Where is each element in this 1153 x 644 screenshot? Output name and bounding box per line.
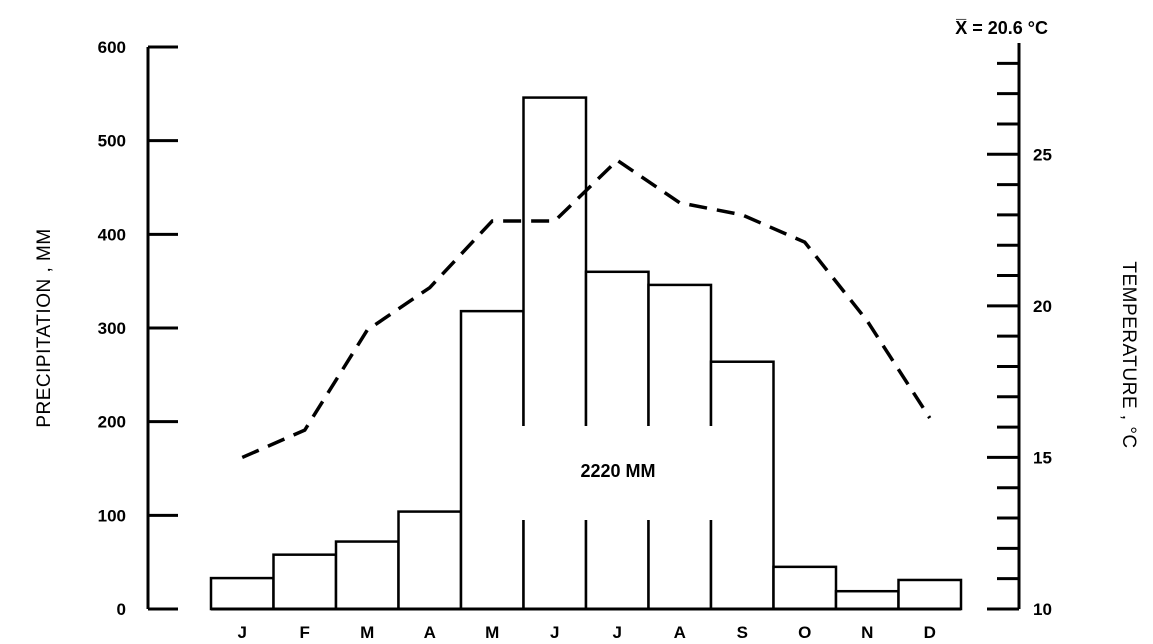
bar [584,270,650,611]
total-precipitation-annotation: 2220 MM [580,461,655,481]
x-tick-label: O [798,623,811,642]
bar [834,589,900,611]
y-axis-title: PRECIPITATION , MM [34,228,55,427]
x-tick-label: M [485,623,499,642]
bar [334,540,400,611]
x-tick-label: F [300,623,310,642]
gap-marks [521,426,714,520]
y2-tick-label: 20 [1033,297,1052,316]
y-tick-label: 500 [98,132,126,151]
bar [209,576,275,611]
y-tick-label: 300 [98,319,126,338]
left-axis: 0 100 200 300 400 500 600 [98,38,178,619]
bar [522,96,588,611]
y-tick-label: 0 [117,600,126,619]
x-tick-label: J [613,623,622,642]
x-tick-label: J [550,623,559,642]
bar [772,565,838,611]
bar [709,360,775,611]
temperature-dashed-line [241,158,932,460]
x-tick-label: A [674,623,686,642]
mean-temperature-annotation: X̅ = 20.6 °C [955,18,1048,38]
bar [397,510,463,611]
x-tick-label: J [238,623,247,642]
y2-tick-label: 25 [1033,145,1052,164]
y-tick-label: 100 [98,506,126,525]
y-tick-label: 600 [98,38,126,57]
bar [897,578,963,611]
temperature-line [241,158,932,460]
bar [647,283,713,611]
x-tick-label: N [861,623,873,642]
x-tick-label: A [424,623,436,642]
y-tick-label: 400 [98,225,126,244]
y2-tick-label: 10 [1033,600,1052,619]
x-tick-label: D [924,623,936,642]
x-tick-label: M [360,623,374,642]
y2-axis-title: TEMPERATURE , °C [1118,261,1139,448]
x-tick-label: S [737,623,748,642]
right-axis: 10 15 20 25 [987,43,1052,619]
bar [272,553,338,611]
y2-tick-label: 15 [1033,448,1052,467]
y-tick-label: 200 [98,413,126,432]
bars [209,96,963,611]
bar [459,309,525,611]
